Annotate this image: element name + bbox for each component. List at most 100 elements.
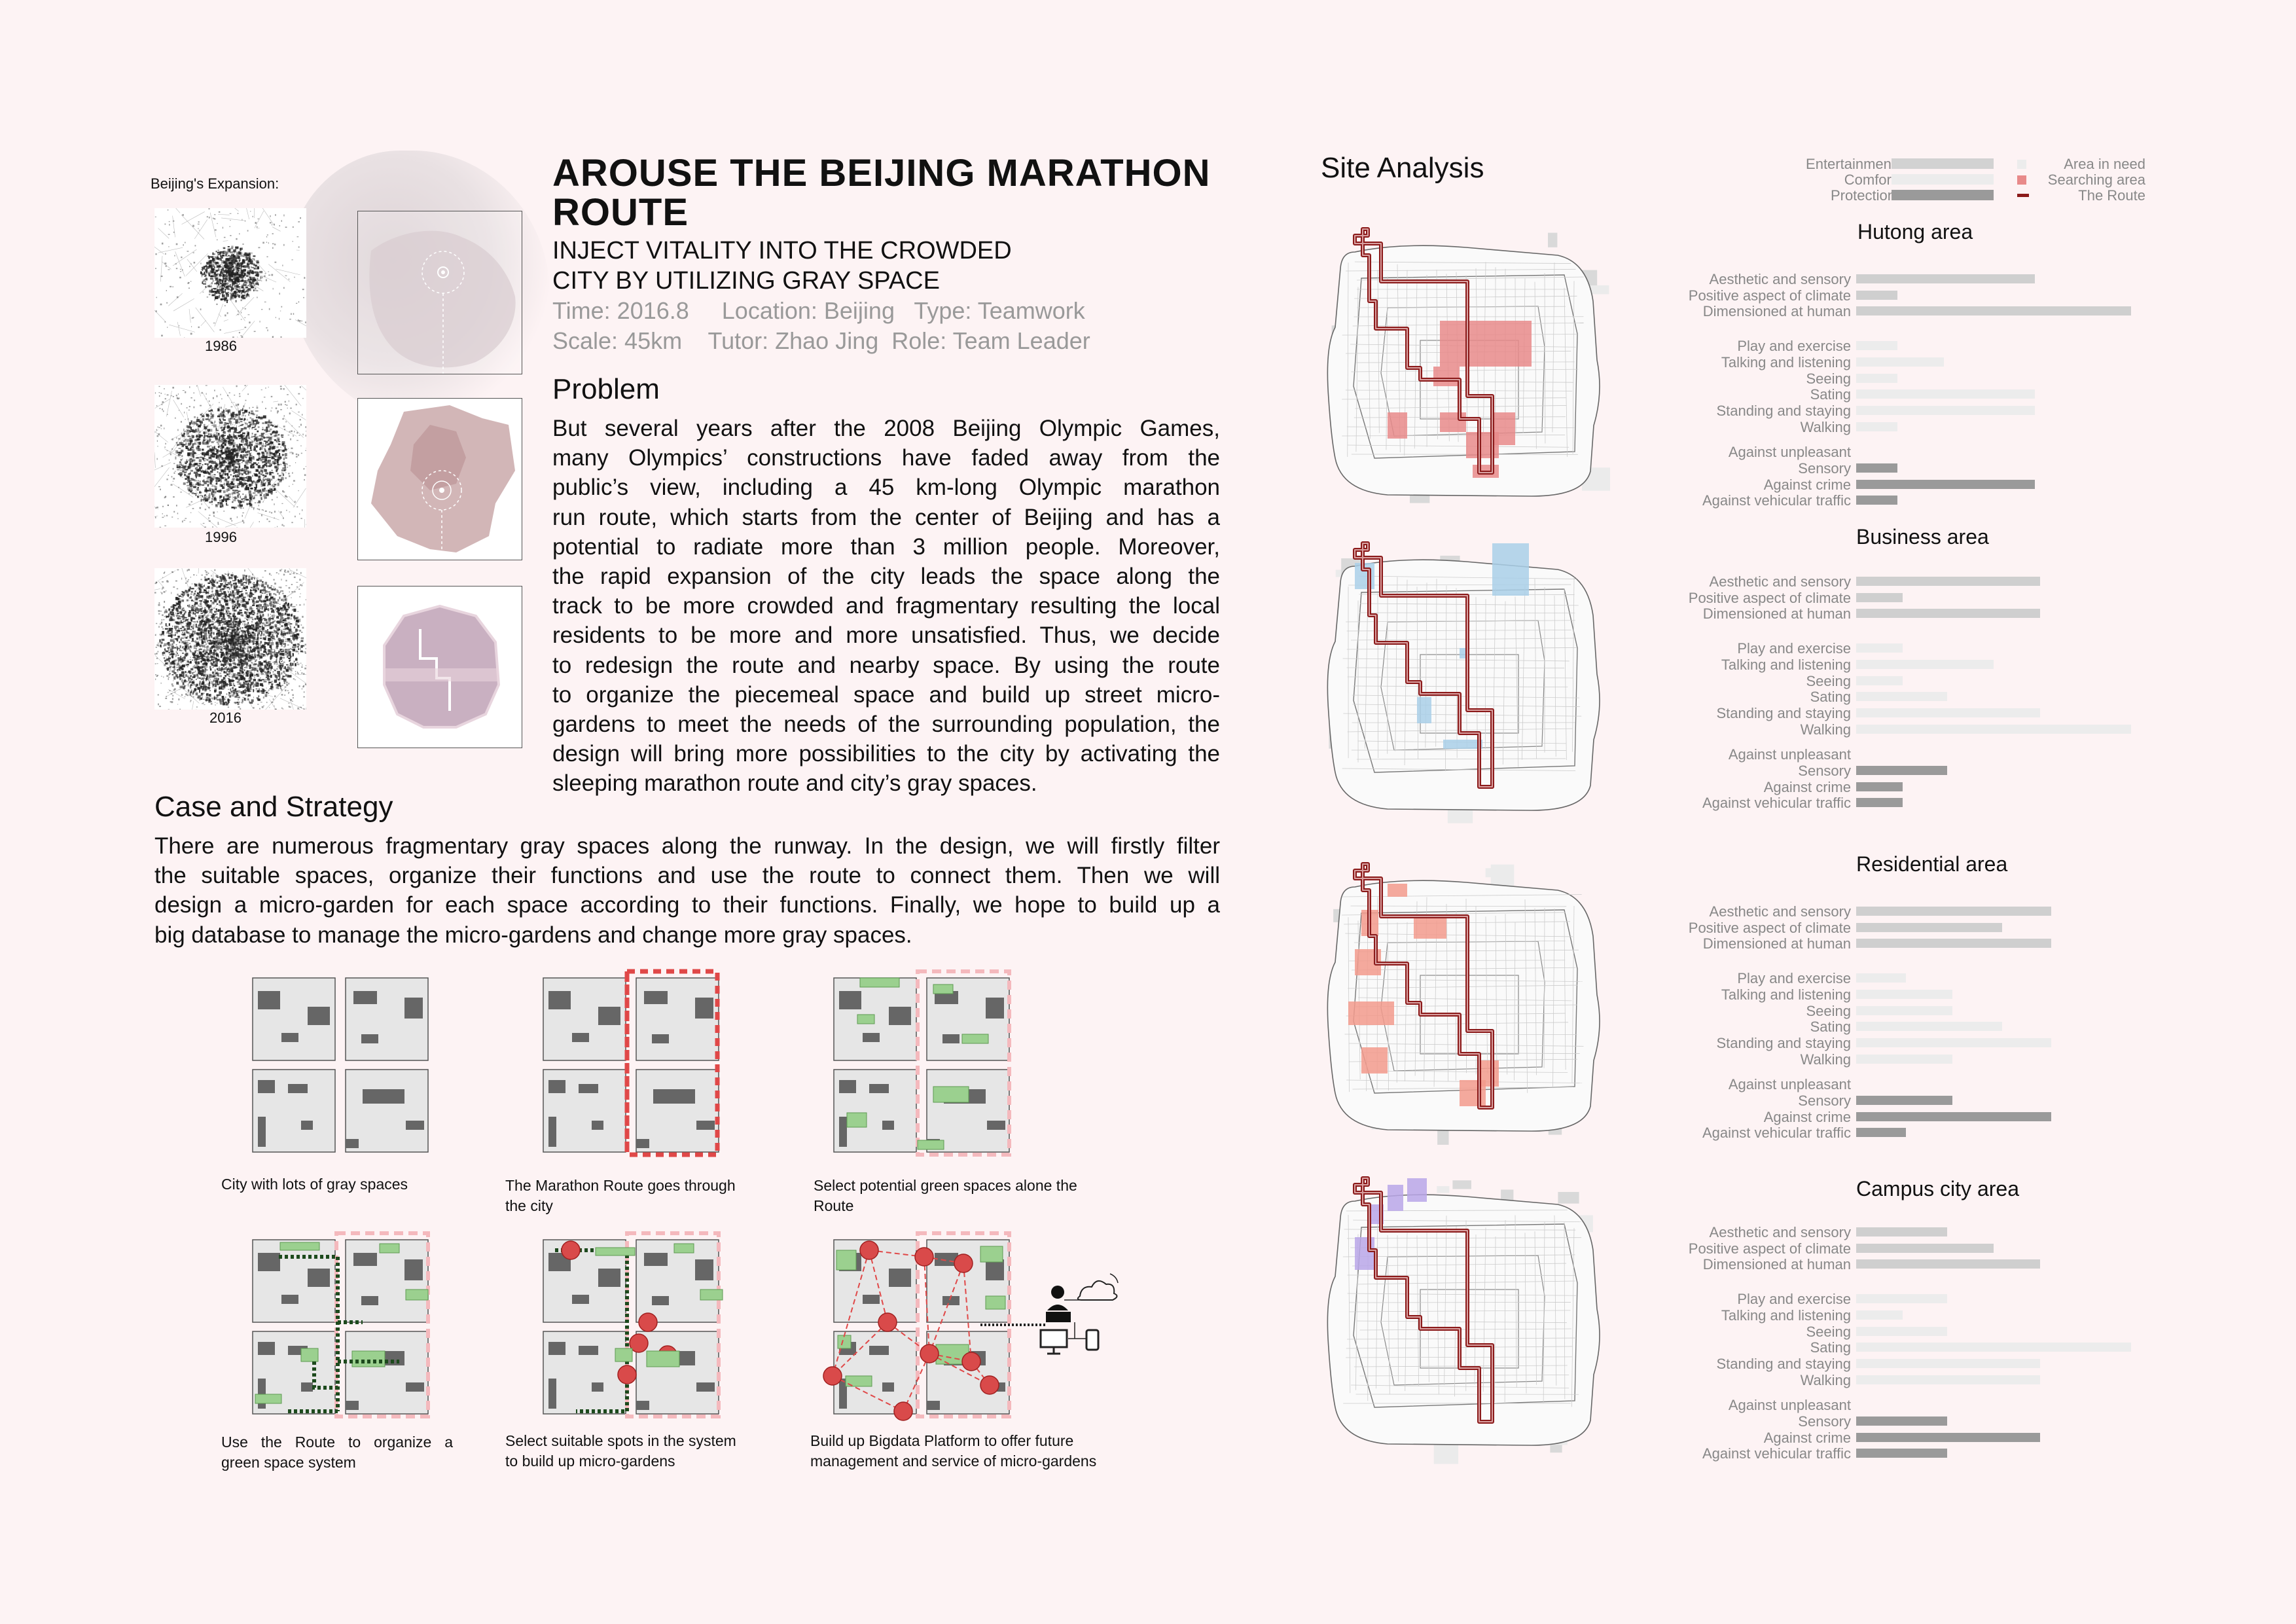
bar-label-text: Against unpleasant [1728, 1076, 1851, 1093]
step4-caption-line2: green space system [221, 1454, 356, 1471]
green-space [255, 1394, 282, 1404]
marathon-route-inner [1354, 863, 1493, 1108]
bar-label: Seeing [1571, 370, 1851, 387]
bar-label-text: Sensory [1798, 1092, 1851, 1109]
gray-building [986, 998, 1004, 1019]
step5-caption: Select suitable spots in the system to b… [505, 1431, 736, 1471]
gray-building [406, 1121, 424, 1130]
gray-building [308, 1007, 330, 1025]
expansion-map-2016 [143, 553, 315, 719]
gray-building [652, 1034, 669, 1043]
gray-building [839, 991, 861, 1009]
bar-label: Against vehicular traffic [1571, 795, 1851, 811]
gray-building [258, 1117, 266, 1147]
expansion-map-1996 [134, 371, 324, 541]
bar-label-text: Positive aspect of climate [1688, 1240, 1851, 1257]
city-block [636, 1331, 719, 1415]
gray-building [889, 1269, 911, 1287]
step6-caption-line1: Build up Bigdata Platform to offer futur… [810, 1432, 1074, 1449]
bar-label-text: Against vehicular traffic [1702, 1125, 1851, 1142]
green-space [673, 1243, 694, 1254]
bar [1856, 676, 1903, 685]
built-area [154, 569, 308, 711]
text-line: the rapid expansion of the city leads th… [552, 564, 1220, 590]
green-space [845, 1375, 872, 1387]
bar-label-text: Sating [1810, 1339, 1851, 1356]
bar-label: Walking [1571, 1051, 1851, 1068]
bar-label: Talking and listening [1571, 1307, 1851, 1324]
bar-label: Dimensioned at human [1571, 1256, 1851, 1272]
bar-label-text: Seeing [1806, 370, 1851, 387]
bar-label-text: Against crime [1763, 1429, 1851, 1446]
gray-building [572, 1033, 589, 1042]
step3-caption-line1: Select potential green spaces alone the [814, 1177, 1077, 1194]
green-space [700, 1289, 723, 1301]
network-link [555, 1248, 629, 1413]
bar-label-text: Seeing [1806, 1002, 1851, 1019]
micro-garden-spot [617, 1365, 637, 1384]
gray-building [696, 1121, 715, 1130]
text-line: design will bring more possibilities to … [552, 741, 1220, 767]
gray-building [548, 1080, 565, 1093]
step2-caption-line2: the city [505, 1197, 553, 1214]
gray-building [404, 1259, 423, 1280]
bar-label: Against vehicular traffic [1571, 492, 1851, 509]
bar [1856, 1038, 2052, 1047]
text-line: run route, which starts from the center … [552, 504, 1220, 530]
strategy-text: There are numerous fragmentary gray spac… [154, 831, 1220, 950]
green-space [859, 977, 900, 988]
green-space [836, 1250, 857, 1271]
text-line: big database to manage the micro-gardens… [154, 922, 912, 948]
gray-building [288, 1084, 308, 1093]
data-node [878, 1312, 897, 1332]
year-1996: 1996 [205, 529, 237, 545]
gray-building [258, 1379, 266, 1409]
bar-label: Positive aspect of climate [1571, 590, 1851, 606]
ring-road-2 [1380, 306, 1545, 437]
text-line: many Olympics’ constructions have faded … [552, 445, 1220, 471]
gray-building [258, 991, 280, 1009]
bar [1856, 907, 2052, 916]
gray-building [636, 1139, 649, 1148]
outer-ring-road [1327, 1194, 1600, 1446]
bar [1856, 1358, 2041, 1368]
text-line: But several years after the 2008 Beijing… [552, 416, 1220, 441]
gray-building [361, 1034, 378, 1043]
bar [1856, 1343, 2131, 1352]
text-line: gardens to meet the needs of the surroun… [552, 712, 1220, 738]
gray-building [695, 998, 713, 1019]
gray-building [927, 1401, 940, 1410]
bar-label-text: Walking [1800, 721, 1851, 738]
gray-building [258, 1342, 275, 1355]
gray-building [598, 1007, 620, 1025]
gray-building [839, 1080, 856, 1093]
diagram-green-system [252, 1239, 429, 1415]
bar [1856, 496, 1897, 505]
bar-label-text: Talking and listening [1721, 656, 1851, 673]
gray-building [987, 1121, 1005, 1130]
area-title-campus: Campus city area [1856, 1177, 2019, 1200]
bar-label-text: Sating [1810, 386, 1851, 403]
bar [1856, 463, 1897, 473]
gray-building [935, 1253, 958, 1266]
bar-label: Positive aspect of climate [1571, 920, 1851, 936]
diagram-route [543, 977, 719, 1153]
bar-label-text: Standing and staying [1716, 1355, 1852, 1372]
route-faint [334, 1231, 430, 1418]
text-line: There are numerous fragmentary gray spac… [154, 833, 1220, 859]
bar [1856, 692, 1947, 702]
gray-building [889, 1007, 911, 1025]
zoom-frame-china [357, 211, 522, 374]
data-node [914, 1247, 934, 1267]
data-link [924, 1256, 964, 1264]
bar-label: Standing and staying [1571, 1355, 1852, 1372]
bar-label: Seeing [1571, 1003, 1851, 1019]
gray-building [863, 1295, 880, 1304]
green-space [846, 1112, 867, 1128]
gray-building [986, 1259, 1004, 1280]
bar-label-text: Seeing [1806, 672, 1851, 689]
bar [1856, 306, 2131, 316]
bar-label: Sating [1571, 1019, 1851, 1035]
bar [1856, 939, 2052, 948]
bar-label: Sating [1571, 689, 1851, 705]
